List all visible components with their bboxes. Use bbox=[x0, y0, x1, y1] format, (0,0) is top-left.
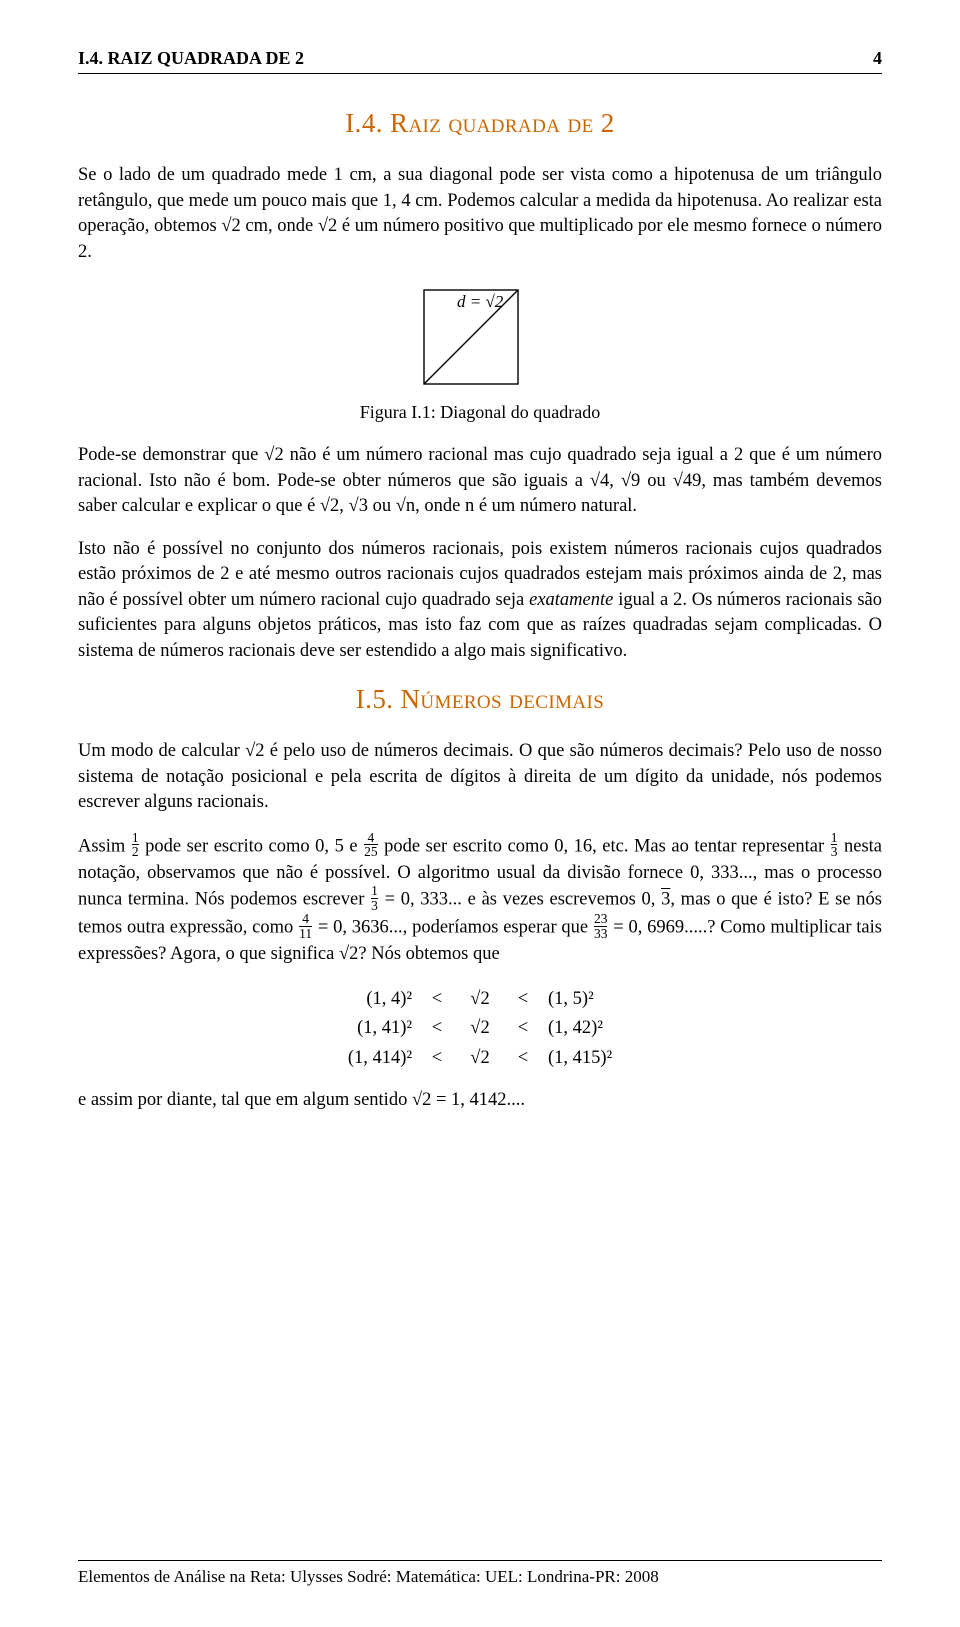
ineq-lt: < bbox=[426, 985, 448, 1015]
footer: Elementos de Análise na Reta: Ulysses So… bbox=[78, 1560, 882, 1587]
square-diagonal-diagram: d = √2 bbox=[421, 287, 539, 387]
section-i4-title-text: Raiz quadrada de 2 bbox=[390, 108, 615, 138]
section-i4-label: I.4. bbox=[345, 108, 383, 138]
ineq-r: (1, 5)² bbox=[548, 985, 648, 1015]
footer-text: Elementos de Análise na Reta: Ulysses So… bbox=[78, 1567, 659, 1586]
ineq-l: (1, 4)² bbox=[312, 985, 412, 1015]
section-i4-title: I.4. Raiz quadrada de 2 bbox=[78, 108, 882, 139]
inequality-row: (1, 414)² < √2 < (1, 415)² bbox=[78, 1044, 882, 1074]
ineq-l: (1, 414)² bbox=[312, 1044, 412, 1074]
i5-p2-e: = 0, 333... e às vezes escrevemos 0, bbox=[379, 890, 661, 910]
fraction-23-33: 2333 bbox=[594, 912, 608, 940]
header-page-number: 4 bbox=[873, 48, 882, 69]
section-i5-p1: Um modo de calcular √2 é pelo uso de núm… bbox=[78, 739, 882, 816]
p3-italic: exatamente bbox=[529, 590, 613, 610]
fraction-1-3b: 13 bbox=[371, 884, 378, 912]
section-i5-p3: e assim por diante, tal que em algum sen… bbox=[78, 1088, 882, 1114]
inequality-block: (1, 4)² < √2 < (1, 5)² (1, 41)² < √2 < (… bbox=[78, 985, 882, 1074]
ineq-r: (1, 42)² bbox=[548, 1014, 648, 1044]
i5-p2-a: Assim bbox=[78, 836, 131, 856]
inequality-row: (1, 4)² < √2 < (1, 5)² bbox=[78, 985, 882, 1015]
fraction-1-3a: 13 bbox=[831, 831, 838, 859]
figure-i1-caption: Figura I.1: Diagonal do quadrado bbox=[78, 402, 882, 423]
overline-3: 3 bbox=[661, 890, 670, 910]
ineq-c: √2 bbox=[462, 985, 498, 1015]
ineq-lt: < bbox=[426, 1014, 448, 1044]
fraction-4-11: 411 bbox=[299, 912, 312, 940]
section-i4-p1: Se o lado de um quadrado mede 1 cm, a su… bbox=[78, 163, 882, 265]
section-i5-title-text: Números decimais bbox=[401, 684, 605, 714]
ineq-lt: < bbox=[512, 1044, 534, 1074]
header-rule bbox=[78, 73, 882, 74]
ineq-lt: < bbox=[512, 985, 534, 1015]
inequality-row: (1, 41)² < √2 < (1, 42)² bbox=[78, 1014, 882, 1044]
section-i5-p2: Assim 12 pode ser escrito como 0, 5 e 42… bbox=[78, 833, 882, 968]
ineq-l: (1, 41)² bbox=[312, 1014, 412, 1044]
section-i4-p2: Pode-se demonstrar que √2 não é um númer… bbox=[78, 443, 882, 520]
ineq-r: (1, 415)² bbox=[548, 1044, 648, 1074]
section-i5-title: I.5. Números decimais bbox=[78, 684, 882, 715]
footer-rule bbox=[78, 1560, 882, 1561]
ineq-lt: < bbox=[426, 1044, 448, 1074]
header-left: I.4. RAIZ QUADRADA DE 2 bbox=[78, 48, 304, 69]
i5-p2-g: = 0, 3636..., poderíamos esperar que bbox=[313, 918, 593, 938]
fraction-1-2: 12 bbox=[132, 831, 139, 859]
i5-p2-c: pode ser escrito como 0, 16, etc. Mas ao… bbox=[379, 836, 830, 856]
figure-i1: d = √2 bbox=[78, 287, 882, 392]
ineq-c: √2 bbox=[462, 1014, 498, 1044]
ineq-lt: < bbox=[512, 1014, 534, 1044]
i5-p2-b: pode ser escrito como 0, 5 e bbox=[140, 836, 364, 856]
ineq-c: √2 bbox=[462, 1044, 498, 1074]
running-header: I.4. RAIZ QUADRADA DE 2 4 bbox=[78, 48, 882, 69]
page: I.4. RAIZ QUADRADA DE 2 4 I.4. Raiz quad… bbox=[0, 0, 960, 1627]
section-i4-p3: Isto não é possível no conjunto dos núme… bbox=[78, 537, 882, 665]
section-i5-label: I.5. bbox=[356, 684, 394, 714]
fraction-4-25: 425 bbox=[364, 831, 378, 859]
figure-label: d = √2 bbox=[457, 292, 504, 311]
